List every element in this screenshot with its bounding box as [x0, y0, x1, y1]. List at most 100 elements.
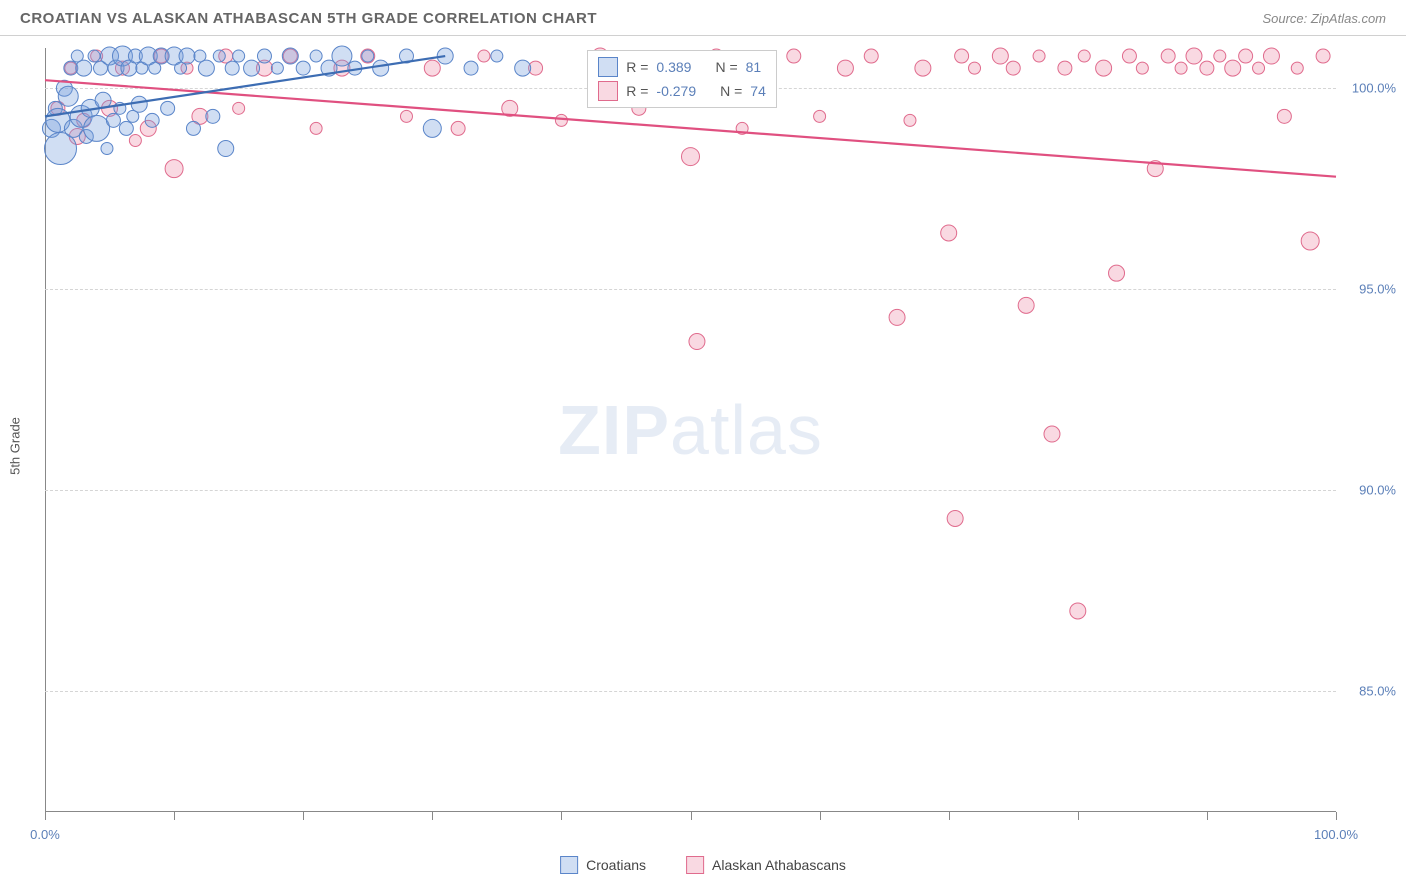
scatter-point: [76, 60, 92, 76]
scatter-point: [244, 60, 260, 76]
scatter-point: [257, 49, 271, 63]
scatter-point: [271, 62, 283, 74]
scatter-point: [1109, 265, 1125, 281]
scatter-point: [1263, 48, 1279, 64]
scatter-point: [225, 61, 239, 75]
stats-row-athabascans: R = -0.279 N = 74: [598, 81, 766, 101]
scatter-point: [1291, 62, 1303, 74]
scatter-svg: [45, 48, 1336, 812]
scatter-point: [451, 121, 465, 135]
scatter-point: [904, 114, 916, 126]
scatter-point: [206, 109, 220, 123]
scatter-point: [1301, 232, 1319, 250]
scatter-point: [941, 225, 957, 241]
x-tick: [691, 812, 692, 820]
chart-title: CROATIAN VS ALASKAN ATHABASCAN 5TH GRADE…: [20, 10, 597, 27]
y-tick-label: 95.0%: [1359, 282, 1396, 297]
x-tick: [1207, 812, 1208, 820]
x-tick-label: 0.0%: [30, 827, 60, 842]
scatter-point: [310, 122, 322, 134]
scatter-point: [1006, 61, 1020, 75]
scatter-point: [837, 60, 853, 76]
scatter-point: [689, 334, 705, 350]
swatch-croatians-icon: [598, 57, 618, 77]
legend-swatch-croatians-icon: [560, 856, 578, 874]
scatter-point: [119, 121, 133, 135]
scatter-point: [88, 50, 100, 62]
scatter-point: [373, 60, 389, 76]
scatter-point: [478, 50, 490, 62]
scatter-point: [969, 62, 981, 74]
x-tick: [45, 812, 46, 820]
scatter-point: [1225, 60, 1241, 76]
scatter-point: [1214, 50, 1226, 62]
x-tick: [1078, 812, 1079, 820]
stats-row-croatians: R = 0.389 N = 81: [598, 57, 766, 77]
x-tick: [432, 812, 433, 820]
scatter-point: [58, 86, 78, 106]
scatter-point: [555, 114, 567, 126]
legend-swatch-athabascans-icon: [686, 856, 704, 874]
scatter-point: [1033, 50, 1045, 62]
scatter-point: [1136, 62, 1148, 74]
scatter-point: [915, 60, 931, 76]
x-tick: [303, 812, 304, 820]
r-value-croatians: 0.389: [656, 59, 691, 75]
scatter-point: [947, 510, 963, 526]
scatter-point: [682, 148, 700, 166]
r-value-athabascans: -0.279: [656, 83, 696, 99]
scatter-point: [889, 309, 905, 325]
x-tick: [174, 812, 175, 820]
scatter-point: [1044, 426, 1060, 442]
scatter-point: [1078, 50, 1090, 62]
scatter-point: [1161, 49, 1175, 63]
scatter-point: [1200, 61, 1214, 75]
scatter-point: [179, 48, 195, 64]
scatter-point: [515, 60, 531, 76]
y-tick-label: 85.0%: [1359, 684, 1396, 699]
scatter-point: [332, 46, 352, 66]
scatter-point: [145, 113, 159, 127]
n-label: N =: [720, 83, 742, 99]
scatter-point: [233, 102, 245, 114]
n-label: N =: [715, 59, 737, 75]
scatter-point: [186, 121, 200, 135]
scatter-point: [1186, 48, 1202, 64]
n-value-athabascans: 74: [750, 83, 766, 99]
scatter-point: [129, 134, 141, 146]
scatter-point: [1058, 61, 1072, 75]
scatter-point: [213, 50, 225, 62]
scatter-point: [1253, 62, 1265, 74]
scatter-point: [814, 110, 826, 122]
y-tick-label: 90.0%: [1359, 483, 1396, 498]
scatter-point: [233, 50, 245, 62]
swatch-athabascans-icon: [598, 81, 618, 101]
legend-label-athabascans: Alaskan Athabascans: [712, 857, 846, 873]
scatter-point: [1018, 297, 1034, 313]
legend-item-croatians: Croatians: [560, 856, 646, 874]
y-tick-label: 100.0%: [1352, 81, 1396, 96]
scatter-point: [282, 48, 298, 64]
correlation-stats-box: R = 0.389 N = 81 R = -0.279 N = 74: [587, 50, 777, 108]
scatter-point: [1175, 62, 1187, 74]
scatter-point: [106, 113, 120, 127]
scatter-point: [161, 101, 175, 115]
scatter-point: [424, 60, 440, 76]
x-tick: [949, 812, 950, 820]
scatter-point: [491, 50, 503, 62]
legend: Croatians Alaskan Athabascans: [560, 856, 846, 874]
scatter-point: [1096, 60, 1112, 76]
scatter-point: [310, 50, 322, 62]
scatter-point: [955, 49, 969, 63]
x-tick: [820, 812, 821, 820]
scatter-point: [131, 96, 147, 112]
scatter-point: [1277, 109, 1291, 123]
scatter-point: [198, 60, 214, 76]
x-tick: [561, 812, 562, 820]
scatter-point: [84, 115, 110, 141]
scatter-point: [1070, 603, 1086, 619]
chart-header: CROATIAN VS ALASKAN ATHABASCAN 5TH GRADE…: [0, 0, 1406, 36]
scatter-point: [423, 119, 441, 137]
scatter-point: [400, 110, 412, 122]
legend-label-croatians: Croatians: [586, 857, 646, 873]
